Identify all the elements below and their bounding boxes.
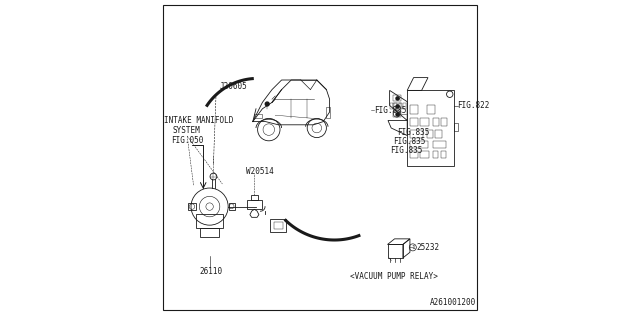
Text: 26110: 26110 (200, 267, 223, 276)
Bar (394, 103, 397, 109)
Text: SYSTEM: SYSTEM (172, 126, 200, 135)
Text: 25232: 25232 (417, 243, 440, 252)
Text: 1: 1 (395, 111, 399, 116)
Bar (200, 228, 219, 237)
Bar (229, 203, 235, 210)
Bar (454, 123, 458, 131)
Bar (440, 151, 446, 158)
Bar (393, 95, 401, 101)
Bar (440, 118, 447, 126)
Bar (410, 130, 422, 138)
Bar (427, 105, 435, 115)
Circle shape (396, 97, 399, 100)
Bar (433, 118, 439, 126)
Bar (247, 200, 262, 209)
Bar (410, 105, 418, 115)
Bar (393, 111, 401, 117)
Bar (435, 130, 442, 138)
Text: 1: 1 (411, 245, 415, 250)
Text: FIG.835: FIG.835 (397, 128, 429, 137)
Bar (399, 103, 402, 109)
Text: FIG.835: FIG.835 (390, 146, 423, 155)
Bar (393, 103, 401, 109)
Bar (274, 222, 284, 229)
Bar (420, 118, 429, 126)
Text: FIG.835: FIG.835 (374, 106, 407, 115)
Text: <VACUUM PUMP RELAY>: <VACUUM PUMP RELAY> (349, 272, 438, 281)
Bar (251, 195, 258, 200)
Bar (410, 118, 418, 126)
Bar (188, 203, 196, 211)
Text: A261001200: A261001200 (430, 298, 476, 307)
Circle shape (396, 113, 399, 116)
Text: W20514: W20514 (246, 167, 274, 176)
Bar (407, 90, 454, 166)
Bar (420, 151, 429, 158)
Bar (433, 151, 438, 158)
Bar (433, 141, 445, 148)
Bar (427, 130, 433, 138)
Bar (410, 141, 428, 148)
Bar (254, 114, 262, 118)
Circle shape (396, 105, 399, 108)
Text: FIG.050: FIG.050 (172, 136, 204, 145)
Bar (388, 244, 403, 258)
Bar (390, 103, 393, 109)
Text: J20605: J20605 (219, 82, 247, 91)
Bar (410, 151, 418, 158)
Bar (326, 107, 330, 118)
Bar (270, 219, 287, 232)
Text: FIG.822: FIG.822 (458, 101, 490, 110)
Text: FIG.835: FIG.835 (394, 137, 426, 146)
Bar (403, 103, 406, 109)
Text: INTAKE MANIFOLD: INTAKE MANIFOLD (164, 116, 233, 125)
Circle shape (265, 102, 269, 106)
Bar (196, 214, 223, 228)
